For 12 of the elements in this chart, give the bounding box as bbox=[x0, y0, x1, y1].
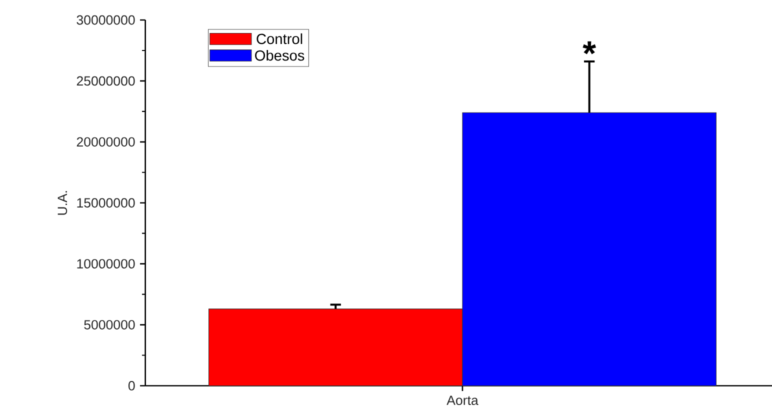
y-tick-label: 0 bbox=[128, 381, 135, 390]
y-tick-label: 5000000 bbox=[84, 320, 135, 330]
y-tick-label: 10000000 bbox=[77, 259, 135, 269]
y-axis-title: U.A. bbox=[58, 191, 68, 215]
y-tick-label: 30000000 bbox=[76, 15, 135, 25]
legend-label: Obesos bbox=[255, 50, 304, 61]
y-tick-label: 25000000 bbox=[76, 76, 135, 86]
y-tick-label: 20000000 bbox=[76, 137, 135, 147]
y-tick-label: 15000000 bbox=[77, 198, 135, 208]
x-tick-label: Aorta bbox=[446, 396, 478, 406]
legend-label: Control bbox=[256, 33, 302, 44]
annotation: * bbox=[582, 41, 596, 54]
